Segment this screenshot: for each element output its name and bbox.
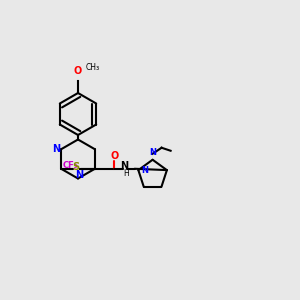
- Text: H: H: [123, 169, 129, 178]
- Text: N: N: [120, 161, 128, 171]
- Text: N: N: [149, 148, 156, 157]
- Text: CH₃: CH₃: [85, 63, 100, 72]
- Text: S: S: [73, 162, 80, 172]
- Text: N: N: [52, 144, 60, 154]
- Text: N: N: [141, 166, 148, 175]
- Text: CF₃: CF₃: [63, 161, 78, 170]
- Text: N: N: [75, 170, 84, 181]
- Text: O: O: [111, 151, 119, 161]
- Text: O: O: [74, 67, 82, 76]
